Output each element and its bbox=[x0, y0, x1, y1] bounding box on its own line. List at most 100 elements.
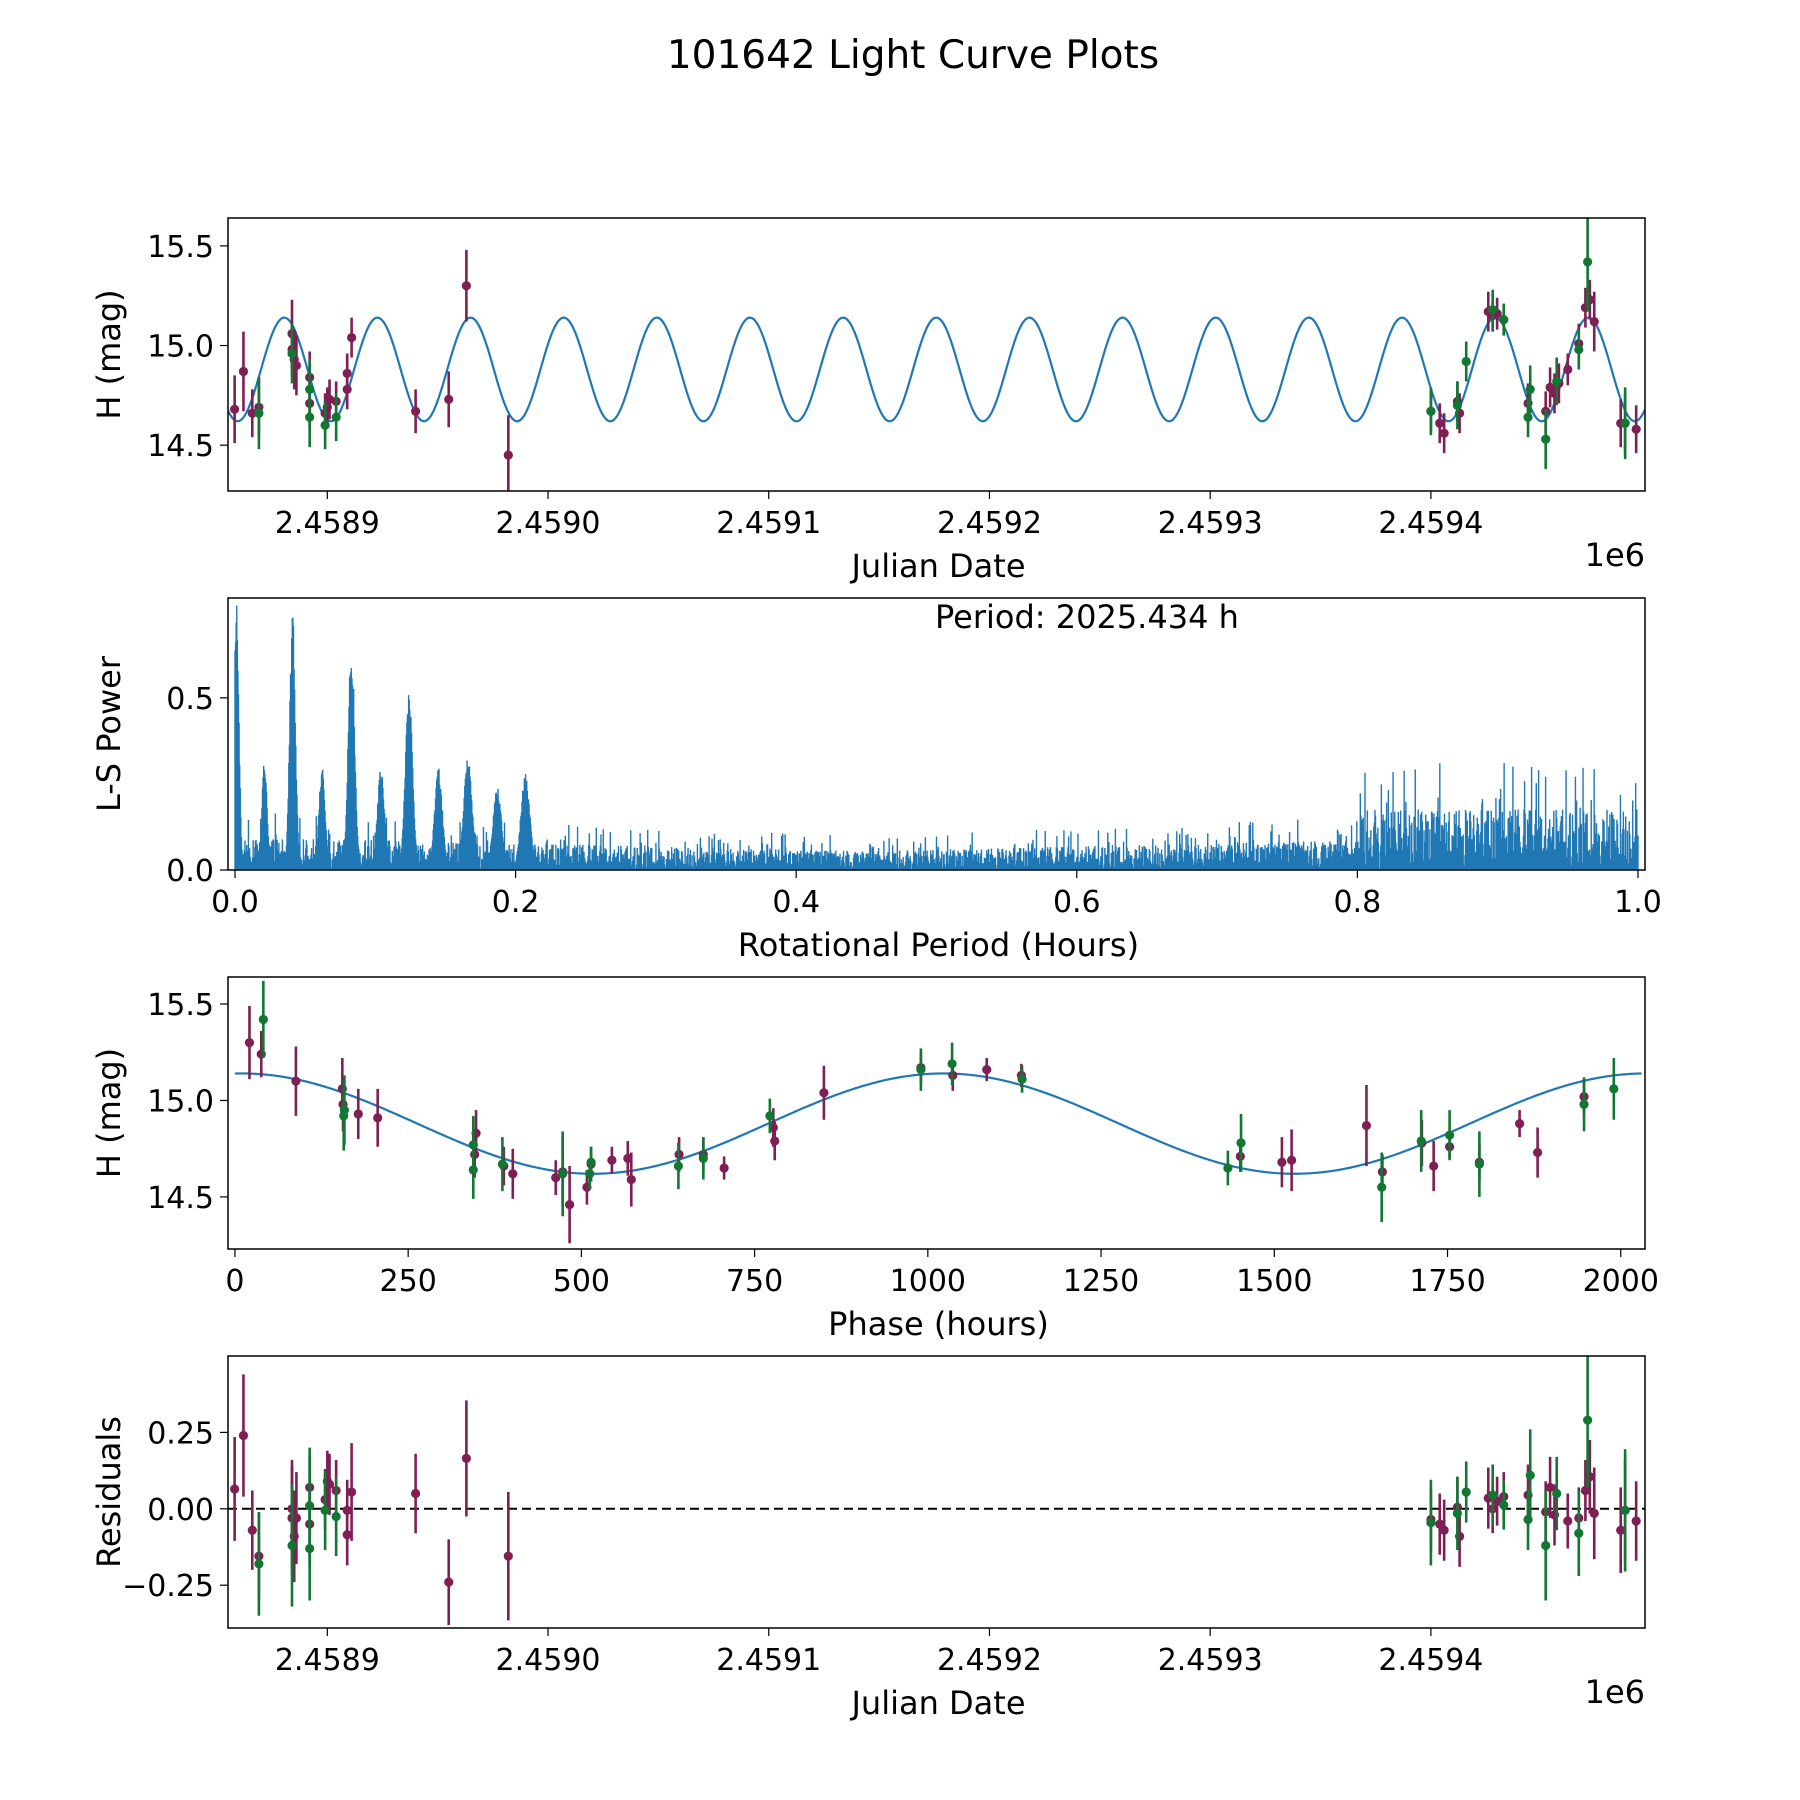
x-tick-label: 2.4589 bbox=[275, 1643, 380, 1678]
x-tick-label: 0 bbox=[225, 1264, 244, 1299]
data-point bbox=[1377, 1182, 1387, 1192]
fit-curve bbox=[228, 316, 1645, 423]
data-point bbox=[1277, 1157, 1287, 1167]
data-point bbox=[765, 1111, 775, 1121]
y-tick-label: 15.5 bbox=[147, 230, 214, 265]
x-tick-label: 0.6 bbox=[1053, 885, 1101, 920]
x-axis-label: Julian Date bbox=[849, 1684, 1025, 1722]
period-annotation: Period: 2025.434 h bbox=[935, 598, 1239, 636]
data-point bbox=[305, 1543, 315, 1554]
y-tick-label: 0.00 bbox=[147, 1493, 214, 1528]
data-point bbox=[1017, 1074, 1027, 1084]
axes-frame bbox=[227, 976, 1646, 1250]
y-tick-label: 0.5 bbox=[166, 682, 214, 717]
data-point bbox=[626, 1174, 636, 1185]
data-point bbox=[254, 1559, 264, 1569]
data-point bbox=[238, 366, 249, 377]
fit-curve bbox=[234, 1072, 1642, 1175]
data-point bbox=[1589, 1508, 1599, 1518]
data-point bbox=[1525, 384, 1535, 394]
data-point bbox=[1631, 1516, 1641, 1526]
data-point bbox=[230, 1484, 240, 1494]
data-point bbox=[444, 394, 454, 404]
data-point bbox=[503, 450, 513, 460]
data-point bbox=[565, 1200, 575, 1210]
residuals-axes: 2.4589 2.4590 2.4591 2.4592 2.4593 2.4594 −0.2… bbox=[90, 1355, 1646, 1722]
data-point bbox=[291, 360, 302, 371]
data-point bbox=[1620, 1505, 1630, 1515]
data-point bbox=[586, 1157, 596, 1167]
x-axis-label: Julian Date bbox=[849, 547, 1025, 585]
data-point bbox=[1563, 364, 1573, 375]
axes-frame bbox=[227, 597, 1646, 871]
plot-area bbox=[234, 605, 1639, 870]
data-point bbox=[444, 1577, 454, 1587]
plot-area bbox=[228, 1356, 1645, 1625]
data-point bbox=[287, 348, 297, 359]
x-tick-label: 500 bbox=[553, 1264, 610, 1299]
y-tick-label: 14.5 bbox=[147, 1181, 214, 1216]
plot-area bbox=[228, 218, 1645, 491]
data-point bbox=[947, 1059, 957, 1069]
y-tick-label: 0.25 bbox=[147, 1416, 214, 1451]
x-tick-label: 1250 bbox=[1063, 1264, 1139, 1299]
data-point bbox=[461, 1453, 471, 1463]
x-offset-label: 1e6 bbox=[1585, 536, 1645, 574]
data-point bbox=[1583, 1415, 1593, 1425]
y-tick-label: 0.0 bbox=[166, 854, 214, 889]
data-point bbox=[287, 1540, 297, 1551]
data-point bbox=[305, 412, 315, 422]
data-point bbox=[1532, 1147, 1543, 1158]
data-point bbox=[1435, 418, 1445, 428]
data-point bbox=[503, 1551, 513, 1561]
data-point bbox=[1452, 1508, 1462, 1518]
data-point bbox=[1563, 1516, 1573, 1526]
data-point bbox=[1579, 1099, 1589, 1109]
data-point bbox=[411, 406, 421, 416]
x-offset-label: 1e6 bbox=[1585, 1673, 1645, 1711]
data-point bbox=[719, 1163, 729, 1173]
y-tick-label: −0.25 bbox=[122, 1569, 214, 1604]
data-point bbox=[342, 1530, 352, 1540]
data-point bbox=[1488, 305, 1498, 315]
data-point bbox=[1452, 400, 1462, 410]
series-band-b bbox=[254, 218, 1630, 470]
data-point bbox=[1616, 1525, 1626, 1535]
x-tick-label: 0.0 bbox=[211, 885, 259, 920]
data-point bbox=[342, 368, 352, 379]
data-point bbox=[1236, 1138, 1246, 1148]
y-tick-label: 15.0 bbox=[147, 1084, 214, 1119]
data-point bbox=[324, 1479, 335, 1489]
x-tick-label: 2.4593 bbox=[1158, 1643, 1263, 1678]
data-point bbox=[320, 420, 330, 430]
y-axis-label: H (mag) bbox=[90, 289, 128, 419]
data-point bbox=[1574, 1528, 1584, 1538]
data-point bbox=[1426, 406, 1436, 416]
x-tick-label: 2.4591 bbox=[716, 506, 821, 541]
data-point bbox=[1545, 1482, 1555, 1493]
data-point bbox=[770, 1136, 780, 1146]
data-point bbox=[1439, 1525, 1449, 1535]
data-point bbox=[1361, 1120, 1372, 1131]
data-point bbox=[347, 332, 357, 343]
figure-title: 101642 Light Curve Plots bbox=[667, 33, 1159, 78]
data-point bbox=[1426, 1517, 1436, 1528]
data-point bbox=[1287, 1155, 1297, 1165]
periodogram-line bbox=[234, 605, 1639, 870]
data-point bbox=[1474, 1159, 1484, 1169]
axes-frame bbox=[227, 217, 1646, 492]
data-point bbox=[247, 1525, 257, 1535]
data-point bbox=[230, 404, 240, 414]
data-point bbox=[1653, 1061, 1662, 1070]
periodogram-axes: 0.0 0.2 0.4 0.6 0.8 1.0 0.0 0.5 Rotational Perio… bbox=[90, 597, 1662, 964]
data-point bbox=[558, 1169, 568, 1179]
y-axis-label: H (mag) bbox=[90, 1048, 128, 1178]
x-tick-label: 2.4590 bbox=[496, 506, 601, 541]
data-point bbox=[1523, 412, 1533, 422]
data-point bbox=[1580, 1485, 1591, 1496]
y-tick-label: 14.5 bbox=[147, 429, 214, 464]
data-point bbox=[1583, 257, 1593, 267]
data-point bbox=[497, 1159, 507, 1169]
y-axis-label: Residuals bbox=[90, 1416, 128, 1568]
